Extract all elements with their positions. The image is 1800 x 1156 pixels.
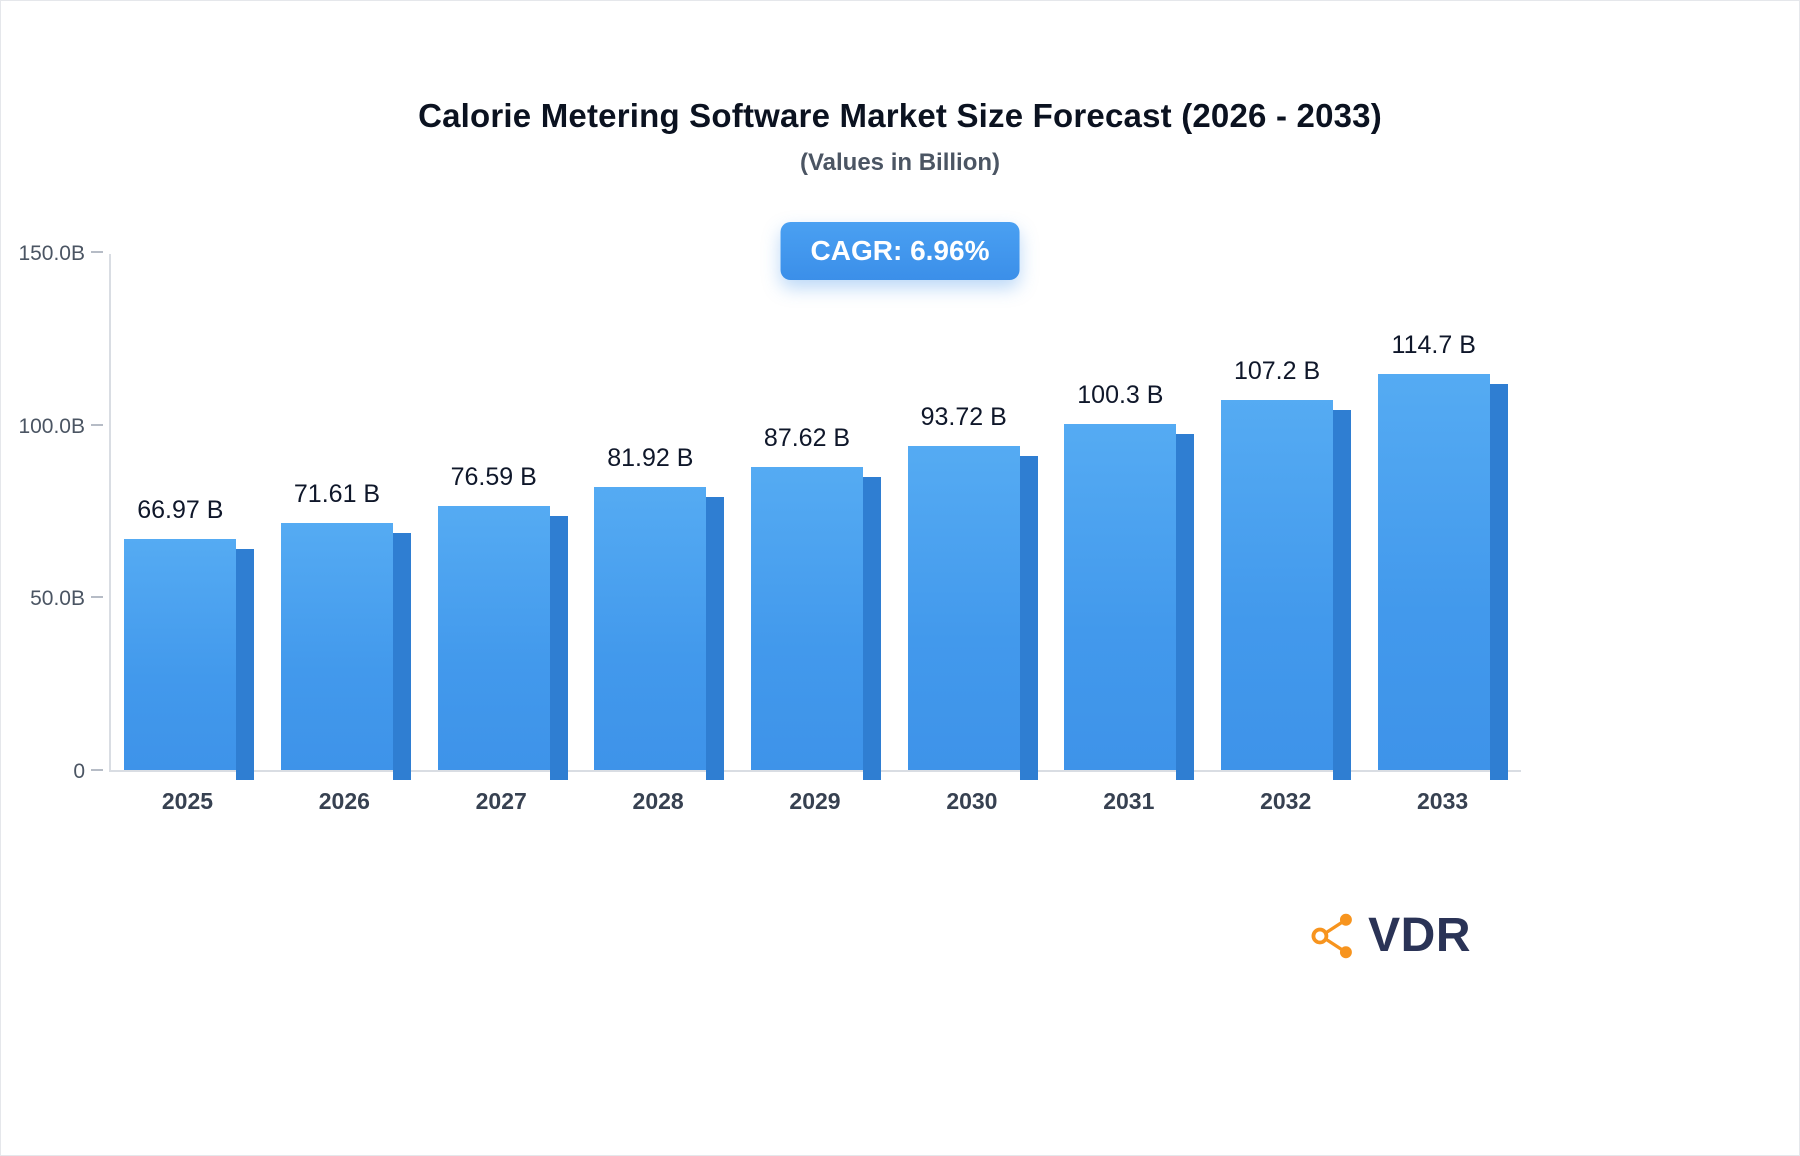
bar bbox=[1221, 400, 1352, 780]
chart-subtitle: (Values in Billion) bbox=[799, 149, 1001, 176]
bar-value-label: 76.59 B bbox=[450, 463, 537, 491]
y-tick-mark bbox=[91, 251, 103, 253]
chart-title: Calorie Metering Software Market Size Fo… bbox=[418, 97, 1382, 134]
y-tick-mark bbox=[91, 769, 103, 771]
bar-value-label: 93.72 B bbox=[920, 403, 1007, 431]
bar-value-label: 71.61 B bbox=[293, 480, 381, 508]
bar bbox=[1064, 424, 1195, 780]
bar-slot: 81.92 B bbox=[581, 254, 738, 780]
bar-slot: 87.62 B bbox=[738, 254, 895, 780]
bar bbox=[594, 487, 725, 780]
x-tick-label: 2028 bbox=[632, 788, 684, 814]
bar-side-face bbox=[1176, 434, 1195, 780]
bar-front-face bbox=[281, 523, 393, 770]
y-tick-label: 150.0B bbox=[18, 242, 85, 265]
logo-text: VDR bbox=[1368, 909, 1471, 962]
x-axis-labels: 2025 2026 2027 2028 2029 2030 2031 2032 2033 bbox=[109, 788, 1521, 815]
bar-front-face bbox=[594, 487, 707, 770]
bar-value-label: 100.3 B bbox=[1077, 381, 1164, 409]
bar-front-face bbox=[437, 506, 550, 770]
bar-side-face bbox=[1333, 410, 1352, 780]
x-tick-label: 2026 bbox=[318, 788, 370, 814]
y-tick-label: 100.0B bbox=[18, 414, 85, 438]
plot-area: 66.97 B 71.61 B 76.59 B 81.92 B 87.62 B 93.72… bbox=[91, 251, 1521, 780]
brand-logo: VDR bbox=[1308, 908, 1471, 963]
y-tick-label: 0 bbox=[73, 760, 85, 783]
bar-side-face bbox=[863, 477, 882, 780]
x-tick-label: 2032 bbox=[1260, 788, 1312, 814]
x-tick-label: 2030 bbox=[946, 788, 998, 814]
bar-side-face bbox=[549, 516, 568, 780]
bar-value-label: 66.97 B bbox=[137, 496, 224, 524]
bar-slot: 71.61 B bbox=[268, 254, 425, 780]
x-tick-label: 2027 bbox=[475, 788, 527, 814]
bar bbox=[907, 446, 1038, 780]
bar-side-face bbox=[393, 533, 411, 780]
bar-side-face bbox=[236, 549, 255, 780]
bar-slot: 93.72 B bbox=[894, 254, 1051, 780]
y-tick-label: 50.0B bbox=[30, 587, 85, 611]
bar bbox=[281, 523, 411, 780]
bar-front-face bbox=[1377, 374, 1490, 770]
y-tick-mark bbox=[91, 596, 103, 599]
bar-front-face bbox=[124, 539, 237, 770]
bar bbox=[437, 506, 568, 780]
bar bbox=[1377, 374, 1508, 780]
bar-value-label: 114.7 B bbox=[1391, 331, 1476, 359]
bar-value-label: 107.2 B bbox=[1233, 357, 1321, 385]
x-tick-label: 2033 bbox=[1416, 788, 1469, 814]
bar-slot: 66.97 B bbox=[111, 254, 268, 780]
network-icon bbox=[1308, 910, 1360, 962]
y-axis-labels: 0 50.0B 100.0B 150.0B bbox=[1, 243, 85, 783]
x-tick-label: 2029 bbox=[789, 788, 841, 814]
bar-front-face bbox=[1064, 424, 1177, 770]
bar-front-face bbox=[907, 446, 1020, 770]
bar-value-label: 81.92 B bbox=[607, 444, 694, 472]
bar-side-face bbox=[1019, 456, 1038, 780]
x-tick-label: 2031 bbox=[1103, 788, 1155, 814]
bar bbox=[124, 539, 255, 780]
bar-slot: 76.59 B bbox=[424, 254, 581, 780]
bar bbox=[751, 467, 882, 780]
bar-slot: 114.7 B bbox=[1364, 254, 1521, 780]
bar-front-face bbox=[1221, 400, 1334, 770]
bar-side-face bbox=[1489, 384, 1508, 780]
y-tick-mark bbox=[91, 423, 103, 426]
bar-side-face bbox=[706, 497, 725, 780]
bars-container: 66.97 B 71.61 B 76.59 B 81.92 B 87.62 B 93.72… bbox=[111, 254, 1521, 780]
bar-value-label: 87.62 B bbox=[763, 424, 851, 452]
bar-front-face bbox=[751, 467, 864, 770]
bar-slot: 107.2 B bbox=[1208, 254, 1365, 780]
bar-slot: 100.3 B bbox=[1051, 254, 1208, 780]
cagr-badge: CAGR: 6.96% bbox=[780, 222, 1020, 280]
x-tick-label: 2025 bbox=[161, 788, 214, 814]
